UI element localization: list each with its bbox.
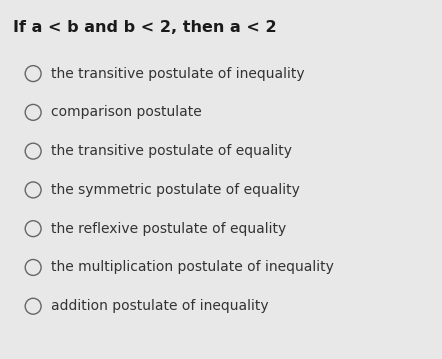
Text: If a < b and b < 2, then a < 2: If a < b and b < 2, then a < 2 bbox=[13, 20, 277, 35]
Text: comparison postulate: comparison postulate bbox=[51, 106, 202, 119]
Text: the transitive postulate of inequality: the transitive postulate of inequality bbox=[51, 67, 305, 80]
Text: the multiplication postulate of inequality: the multiplication postulate of inequali… bbox=[51, 261, 334, 274]
Text: the symmetric postulate of equality: the symmetric postulate of equality bbox=[51, 183, 300, 197]
Text: the transitive postulate of equality: the transitive postulate of equality bbox=[51, 144, 292, 158]
Text: the reflexive postulate of equality: the reflexive postulate of equality bbox=[51, 222, 286, 236]
Text: addition postulate of inequality: addition postulate of inequality bbox=[51, 299, 268, 313]
